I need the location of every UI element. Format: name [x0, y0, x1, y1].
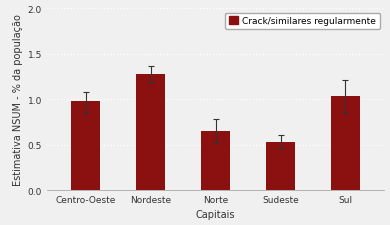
Bar — [331, 97, 360, 190]
Legend: Crack/similares regularmente: Crack/similares regularmente — [225, 14, 380, 30]
X-axis label: Capitais: Capitais — [196, 209, 235, 219]
Bar — [201, 131, 230, 190]
Bar — [71, 101, 100, 190]
Y-axis label: Estimativa NSUM - % da população: Estimativa NSUM - % da população — [13, 14, 23, 185]
Bar — [266, 142, 295, 190]
Bar — [136, 74, 165, 190]
